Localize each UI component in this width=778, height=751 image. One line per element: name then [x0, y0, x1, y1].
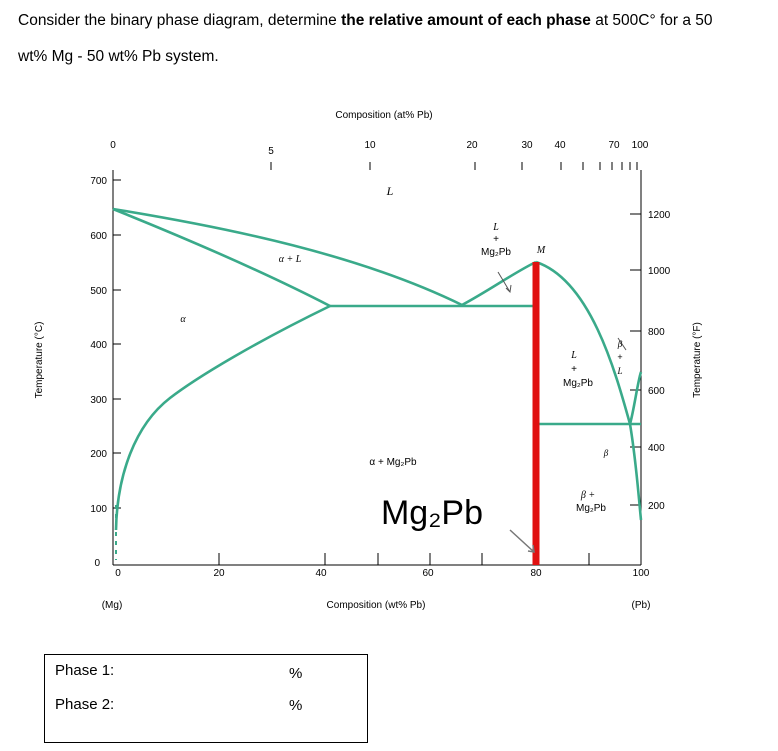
- liquidus-mid: [461, 260, 537, 307]
- bottom-left-label: (Mg): [102, 600, 123, 611]
- top-tick-40: 40: [554, 140, 566, 151]
- right-axis-title: Temperature (°F): [692, 322, 703, 398]
- bottom-tick-80: 80: [530, 568, 542, 579]
- top-tick-10: 10: [364, 140, 376, 151]
- left-tick-600: 600: [90, 231, 107, 242]
- label-alpha: α: [180, 314, 186, 325]
- right-tick-800: 800: [648, 327, 665, 338]
- question-text-a: Consider the binary phase diagram, deter…: [18, 12, 342, 29]
- label-beta-plus: β +: [580, 490, 595, 501]
- right-tick-1000: 1000: [648, 266, 671, 277]
- question-bold: the relative amount of each phase: [341, 12, 591, 29]
- label-alpha-plus-l: α + L: [279, 254, 302, 265]
- bottom-tick-40: 40: [315, 568, 327, 579]
- left-tick-200: 200: [90, 449, 107, 460]
- label-mg2pb-right: Mg₂Pb: [563, 378, 593, 389]
- top-tick-20: 20: [466, 140, 478, 151]
- label-m: M: [536, 245, 546, 256]
- arrow-l-mg2pb: [497, 271, 511, 293]
- right-tick-400: 400: [648, 443, 665, 454]
- beta-liquidus: [628, 371, 643, 425]
- phase-diagram: .ax { font-family:"Liberation Sans", san…: [34, 110, 703, 611]
- right-tick-600: 600: [648, 386, 665, 397]
- top-tick-5: 5: [268, 146, 274, 157]
- top-tick-100: 100: [632, 140, 649, 151]
- left-axis-title: Temperature (°C): [34, 322, 45, 399]
- right-tick-1200: 1200: [648, 210, 671, 221]
- top-axis-title: Composition (at% Pb): [335, 110, 432, 121]
- bottom-tick-20: 20: [213, 568, 225, 579]
- right-tick-200: 200: [648, 501, 665, 512]
- label-mg2pb-big: Mg₂Pb: [381, 494, 483, 532]
- label-l-right: L: [570, 350, 577, 361]
- solidus-left: [112, 207, 331, 308]
- phase1-percent[interactable]: %: [289, 665, 303, 682]
- top-tick-30: 30: [521, 140, 533, 151]
- bottom-tick-0: 0: [115, 568, 121, 579]
- label-plus-right: +: [571, 364, 577, 375]
- bottom-right-label: (Pb): [632, 600, 651, 611]
- arrow-mg2pb-label: [509, 529, 535, 553]
- left-axis-ticks: [113, 179, 121, 509]
- phase2-label: Phase 2:: [55, 696, 115, 713]
- left-tick-300: 300: [90, 395, 107, 406]
- question-line-1: Consider the binary phase diagram, deter…: [18, 12, 713, 30]
- left-tick-700: 700: [90, 176, 107, 187]
- label-plus-top: +: [493, 234, 499, 245]
- question-text-b: at 500C° for a 50: [590, 12, 713, 29]
- bottom-tick-60: 60: [422, 568, 434, 579]
- bottom-tick-100: 100: [633, 568, 650, 579]
- beta-solvus: [628, 423, 643, 521]
- left-tick-500: 500: [90, 286, 107, 297]
- label-beta-l-2: +: [617, 352, 622, 362]
- label-beta-l-1: β: [617, 339, 623, 349]
- liquidus-left: [112, 207, 463, 307]
- phase1-label: Phase 1:: [55, 662, 115, 679]
- left-tick-0: 0: [94, 558, 100, 569]
- solvus-left: [114, 304, 331, 531]
- label-alpha-plus-mg2pb: α + Mg₂Pb: [369, 457, 417, 468]
- label-l-top: L: [492, 222, 499, 233]
- liquidus-right: [535, 260, 632, 425]
- arrow-beta: [617, 337, 627, 351]
- left-tick-400: 400: [90, 340, 107, 351]
- label-beta: β: [603, 448, 609, 458]
- phase2-percent[interactable]: %: [289, 697, 303, 714]
- label-mg2pb-top: Mg₂Pb: [481, 247, 511, 258]
- top-tick-70: 70: [608, 140, 620, 151]
- bottom-axis-title: Composition (wt% Pb): [327, 600, 426, 611]
- answer-box: Phase 1: % Phase 2: %: [44, 654, 368, 743]
- top-ticks: [270, 162, 638, 170]
- label-liquid: L: [386, 184, 394, 198]
- label-beta-mg2pb: Mg₂Pb: [576, 503, 606, 514]
- left-tick-100: 100: [90, 504, 107, 515]
- question-line-2: wt% Mg - 50 wt% Pb system.: [18, 48, 219, 65]
- top-tick-0: 0: [110, 140, 116, 151]
- phase-boundaries: [112, 207, 643, 531]
- label-beta-l-3: L: [616, 366, 622, 376]
